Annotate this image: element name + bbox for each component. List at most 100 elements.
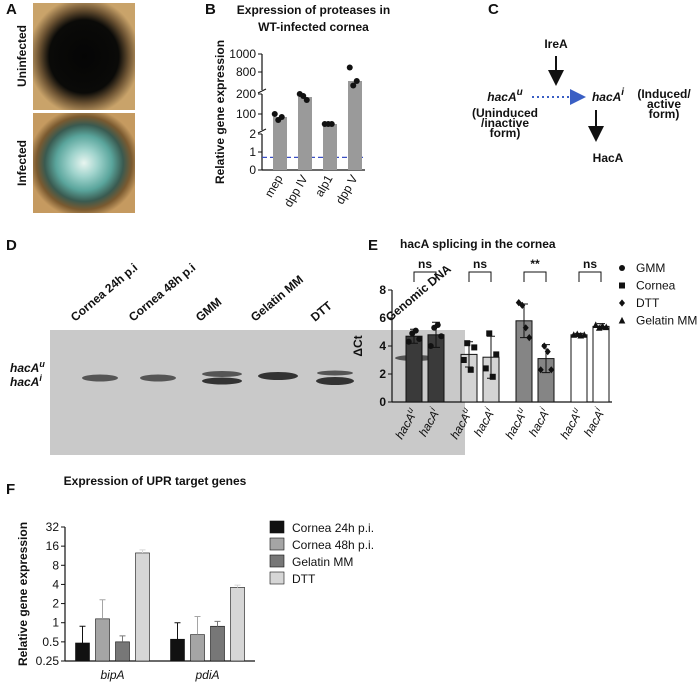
data-point bbox=[416, 336, 423, 342]
data-point bbox=[519, 301, 526, 309]
y-tick-label: 800 bbox=[236, 65, 256, 79]
bar bbox=[190, 634, 205, 662]
band-label: hacAi bbox=[10, 373, 42, 389]
label-sup: u bbox=[517, 87, 523, 98]
y-axis-label: ΔCt bbox=[351, 335, 365, 356]
legend-swatch bbox=[269, 520, 285, 534]
data-point bbox=[515, 299, 522, 307]
label-sup: i bbox=[428, 405, 438, 413]
y-tick-label: 1000 bbox=[229, 47, 256, 61]
label-sup: i bbox=[538, 405, 548, 413]
node-label: HacA bbox=[593, 151, 624, 165]
bar bbox=[210, 625, 225, 662]
y-tick-label: 2 bbox=[379, 367, 386, 381]
y-tick-label: 8 bbox=[52, 558, 59, 572]
lane-label: GMM bbox=[193, 295, 224, 325]
x-tick-label: dpp IV bbox=[281, 173, 310, 210]
x-tick-label: mep bbox=[262, 172, 286, 199]
x-tick-label: hacAu bbox=[501, 406, 531, 442]
data-point bbox=[471, 344, 478, 351]
data-point bbox=[300, 93, 307, 99]
y-tick-label: 2 bbox=[249, 127, 256, 141]
photo-label: Infected bbox=[15, 140, 29, 186]
error-bar bbox=[174, 622, 181, 640]
panel-letter: A bbox=[6, 1, 17, 18]
y-tick-label: 0 bbox=[249, 163, 256, 177]
legend-label: Cornea bbox=[636, 279, 676, 293]
x-tick-label: hacAi bbox=[469, 405, 498, 439]
lane-label: DTT bbox=[308, 298, 335, 324]
bar bbox=[348, 81, 362, 170]
data-point bbox=[271, 111, 278, 117]
y-tick-label: 16 bbox=[46, 539, 60, 553]
panel-letter: D bbox=[6, 237, 17, 254]
legend-marker bbox=[619, 282, 625, 289]
y-tick-label: 1 bbox=[52, 616, 59, 630]
data-point bbox=[353, 78, 360, 84]
panel-letter: E bbox=[368, 237, 378, 254]
data-point bbox=[278, 114, 285, 120]
legend-label: DTT bbox=[636, 296, 660, 310]
bar bbox=[135, 552, 150, 662]
legend-marker bbox=[619, 299, 625, 307]
significance-label: ** bbox=[530, 257, 540, 271]
legend-label: DTT bbox=[292, 572, 316, 586]
legend-label: Gelatin MM bbox=[292, 555, 353, 569]
legend-swatch bbox=[269, 537, 285, 551]
data-point bbox=[412, 327, 419, 334]
data-point bbox=[467, 366, 474, 373]
data-point bbox=[580, 331, 588, 338]
significance-bracket bbox=[413, 271, 437, 282]
data-point bbox=[346, 64, 353, 71]
label-sup: u bbox=[514, 406, 525, 415]
y-tick-label: 6 bbox=[379, 311, 386, 325]
x-tick-label: hacAi bbox=[524, 405, 553, 439]
data-point bbox=[486, 330, 493, 337]
label-sup: i bbox=[621, 87, 624, 98]
y-tick-label: 1 bbox=[249, 145, 256, 159]
legend-label: GMM bbox=[636, 261, 665, 275]
x-tick-label: hacAu bbox=[556, 406, 586, 442]
significance-label: ns bbox=[473, 257, 487, 271]
data-point bbox=[602, 323, 610, 331]
node-label: IreA bbox=[544, 37, 568, 51]
legend-label: Gelatin MM bbox=[636, 314, 697, 328]
label-sup: i bbox=[39, 373, 42, 383]
data-point bbox=[482, 365, 489, 372]
legend-swatch bbox=[269, 571, 285, 585]
significance-label: ns bbox=[418, 257, 432, 271]
y-tick-label: 0 bbox=[379, 395, 386, 409]
legend-marker bbox=[618, 316, 626, 324]
note: active bbox=[647, 97, 681, 111]
x-tick-label: pdiA bbox=[194, 668, 219, 682]
panel-letter: B bbox=[205, 1, 216, 18]
y-tick-label: 4 bbox=[52, 577, 59, 591]
significance-label: ns bbox=[583, 257, 597, 271]
y-tick-label: 2 bbox=[52, 597, 59, 611]
data-point bbox=[592, 321, 600, 328]
data-point bbox=[548, 366, 555, 374]
data-point bbox=[573, 330, 581, 338]
note: form) bbox=[490, 126, 521, 140]
gel-bands bbox=[82, 355, 435, 385]
axis-break bbox=[257, 128, 267, 134]
photo bbox=[33, 3, 135, 110]
data-point bbox=[544, 348, 551, 356]
y-tick-label: 100 bbox=[236, 107, 256, 121]
legend-label: Cornea 48h p.i. bbox=[292, 538, 374, 552]
significance-bracket bbox=[578, 271, 602, 282]
label-sup: u bbox=[39, 359, 45, 369]
error-bar bbox=[119, 635, 126, 642]
bar bbox=[115, 641, 130, 662]
label-sup: u bbox=[404, 406, 415, 415]
bar bbox=[95, 618, 110, 662]
photo-label: Uninfected bbox=[15, 25, 29, 87]
bar bbox=[170, 638, 185, 662]
label-sup: u bbox=[569, 406, 580, 415]
data-point bbox=[541, 342, 548, 350]
significance-bracket bbox=[468, 271, 492, 282]
x-tick-label: alp1 bbox=[312, 172, 336, 199]
axis-break bbox=[257, 88, 267, 94]
